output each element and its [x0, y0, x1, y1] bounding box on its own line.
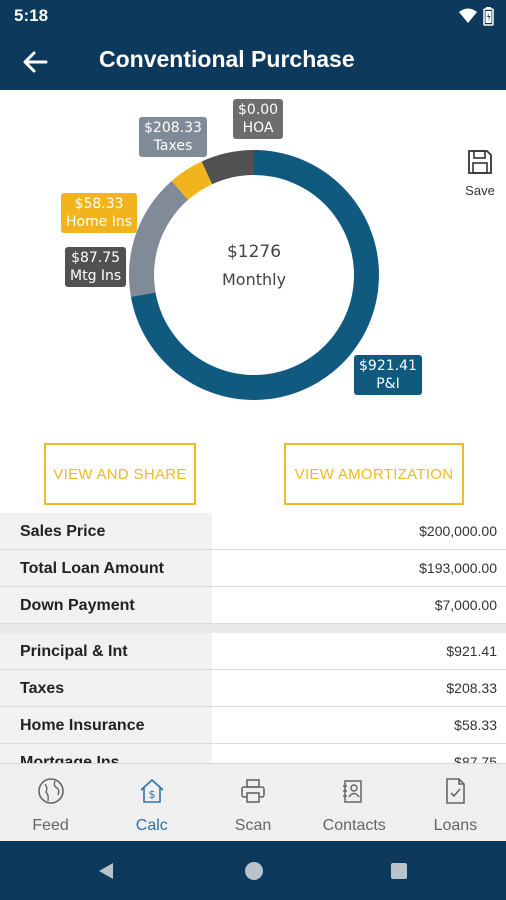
nav-item-feed[interactable]: Feed: [0, 764, 101, 841]
printer-icon: [241, 779, 265, 803]
table-row: Principal & Int $921.41: [0, 633, 506, 670]
payment-chart: $1276 Monthly $0.00 HOA $208.33 Taxes $5…: [0, 90, 506, 430]
callout-hoa-value: $0.00: [238, 102, 279, 118]
loan-details-table: Sales Price $200,000.00 Total Loan Amoun…: [0, 513, 506, 781]
table-row: Total Loan Amount $193,000.00: [0, 550, 506, 587]
donut-slice-home-ins: [171, 161, 213, 200]
callout-mtg-ins-value: $87.75: [71, 250, 121, 266]
status-time: 5:18: [14, 6, 49, 25]
callout-mtg-ins-label: Mtg Ins: [70, 268, 122, 284]
svg-text:$: $: [148, 788, 155, 801]
system-nav-bar: [0, 841, 506, 900]
row-label: Down Payment: [0, 587, 212, 623]
callout-pi-value: $921.41: [359, 358, 417, 374]
callout-home-ins-value: $58.33: [74, 196, 124, 212]
battery-icon: [483, 6, 494, 26]
back-button[interactable]: [18, 45, 52, 79]
callout-hoa: $0.00 HOA: [233, 99, 284, 139]
row-label: Taxes: [0, 670, 212, 706]
save-button[interactable]: Save: [458, 148, 502, 198]
row-label: Total Loan Amount: [0, 550, 212, 586]
row-label: Home Insurance: [0, 707, 212, 743]
row-label: Sales Price: [0, 513, 212, 549]
donut-slice-taxes: [129, 180, 189, 297]
callout-mtg-ins: $87.75 Mtg Ins: [65, 247, 127, 287]
save-label: Save: [465, 183, 495, 198]
row-value: $193,000.00: [419, 560, 497, 576]
table-row: Down Payment $7,000.00: [0, 587, 506, 624]
row-value: $921.41: [446, 643, 497, 659]
page-title: Conventional Purchase: [99, 46, 355, 72]
nav-label: Feed: [32, 817, 69, 834]
callout-home-ins: $58.33 Home Ins: [61, 193, 138, 233]
row-value: $208.33: [446, 680, 497, 696]
donut-slice-mtg-ins: [201, 150, 254, 185]
system-recents-icon[interactable]: [390, 862, 408, 880]
callout-taxes-label: Taxes: [153, 138, 193, 154]
app-bar: Conventional Purchase: [0, 33, 506, 90]
table-divider: [0, 624, 506, 633]
nav-label: Scan: [234, 817, 272, 834]
nav-label: Contacts: [322, 817, 386, 834]
chart-center-amount: $1276: [226, 242, 282, 262]
system-back-icon[interactable]: [96, 861, 116, 881]
globe-icon: [37, 778, 64, 804]
row-value: $58.33: [454, 717, 497, 733]
nav-item-scan[interactable]: Scan: [202, 764, 303, 841]
save-icon: [468, 150, 492, 174]
chart-center-label: Monthly: [221, 270, 287, 289]
nav-label: Loans: [433, 817, 478, 834]
back-arrow-icon: [23, 51, 48, 73]
house-dollar-icon: $: [140, 778, 164, 803]
nav-label: Calc: [135, 817, 168, 834]
row-label: Principal & Int: [0, 633, 212, 669]
callout-taxes: $208.33 Taxes: [139, 117, 207, 157]
table-row: Taxes $208.33: [0, 670, 506, 707]
row-value: $200,000.00: [419, 523, 497, 539]
callout-hoa-label: HOA: [242, 120, 274, 136]
view-and-share-button[interactable]: VIEW AND SHARE: [44, 443, 196, 505]
nav-item-contacts[interactable]: Contacts: [304, 764, 405, 841]
status-icons: [459, 6, 494, 26]
callout-pi-label: P&I: [376, 376, 400, 392]
table-row: Home Insurance $58.33: [0, 707, 506, 744]
table-row: Sales Price $200,000.00: [0, 513, 506, 550]
donut-chart: [129, 150, 379, 401]
callout-home-ins-label: Home Ins: [66, 214, 133, 230]
status-bar: 5:18: [0, 0, 506, 33]
wifi-icon: [459, 8, 477, 23]
bottom-nav: Feed $ Calc Scan Contacts Loans: [0, 763, 506, 841]
system-home-icon[interactable]: [243, 860, 265, 882]
view-amortization-button[interactable]: VIEW AMORTIZATION: [284, 443, 464, 505]
nav-item-loans[interactable]: Loans: [405, 764, 506, 841]
nav-item-calc[interactable]: $ Calc: [101, 764, 202, 841]
row-value: $7,000.00: [434, 597, 497, 613]
callout-taxes-value: $208.33: [144, 120, 202, 136]
callout-pi: $921.41 P&I: [354, 355, 422, 395]
contacts-icon: [343, 780, 362, 803]
document-check-icon: [446, 778, 466, 804]
